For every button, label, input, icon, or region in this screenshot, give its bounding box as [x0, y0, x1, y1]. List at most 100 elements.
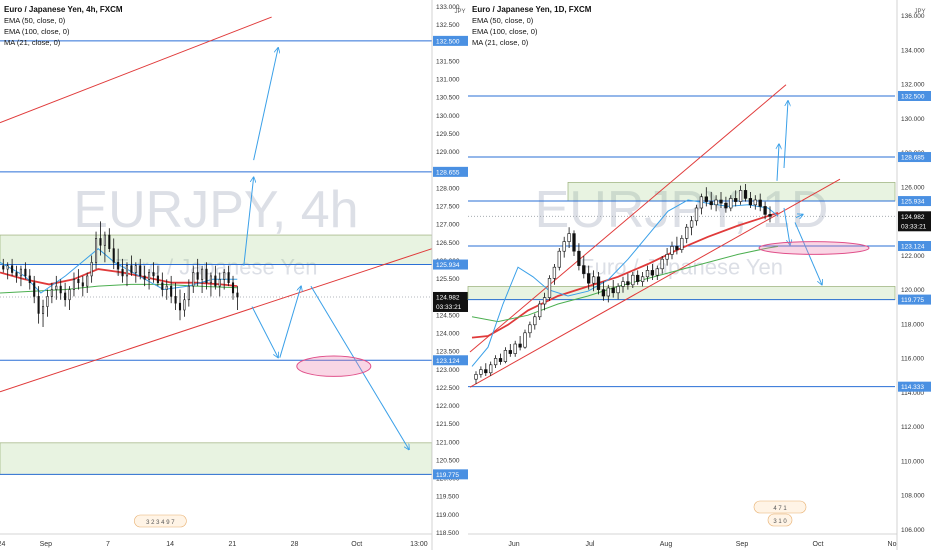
candle	[152, 262, 155, 283]
reaction-badge[interactable]	[767, 513, 793, 527]
candle-body	[196, 272, 199, 280]
candle	[533, 313, 537, 330]
candle	[709, 192, 713, 210]
candle	[165, 279, 168, 300]
price-level-tag-text: 128.655	[436, 169, 460, 176]
candle-body	[734, 198, 738, 202]
candle	[596, 272, 601, 295]
candle	[201, 265, 204, 293]
candle-body	[55, 285, 58, 290]
candle	[577, 243, 581, 271]
candle-body	[11, 265, 14, 273]
candle-body	[236, 292, 239, 298]
indicator-label: EMA (50, close, 0)	[4, 16, 66, 25]
candle	[734, 190, 738, 207]
target-ellipse[interactable]	[296, 355, 372, 377]
candle-body	[41, 306, 45, 314]
time-axis[interactable]: 24 Sep 7 14 21 28 Oct 13:00	[0, 533, 432, 548]
candle-body	[513, 343, 517, 354]
projection-arrow[interactable]	[783, 207, 790, 245]
projection-arrow[interactable]	[279, 286, 301, 358]
price-level-tag	[433, 35, 471, 46]
projection-arrow[interactable]	[251, 306, 278, 358]
candle-body	[139, 265, 142, 277]
candle-body	[86, 275, 89, 287]
candle-body	[201, 268, 204, 280]
candle	[214, 265, 217, 290]
candle-body	[214, 275, 217, 287]
candle	[685, 224, 689, 244]
trendline[interactable]	[469, 178, 841, 388]
trendline[interactable]	[469, 84, 787, 353]
trendline[interactable]	[0, 248, 433, 393]
price-axis[interactable]: JPY136.000134.000132.000130.000128.00012…	[896, 0, 932, 550]
indicator-label: MA (21, close, 0)	[472, 38, 529, 47]
candle-body	[694, 207, 699, 222]
watermark-symbol: EURJPY, 1D	[535, 181, 829, 239]
candle	[758, 193, 762, 212]
candle	[174, 282, 177, 310]
projection-arrow[interactable]	[795, 214, 803, 217]
projection-arrow[interactable]	[243, 177, 254, 266]
reaction-badge[interactable]	[134, 514, 187, 528]
reaction-badge[interactable]	[753, 500, 807, 514]
candle-body	[68, 289, 71, 301]
candle	[50, 282, 53, 304]
price-tick-label: 118.000	[901, 321, 924, 328]
candle	[621, 276, 625, 293]
indicator-label: EMA (100, close, 0)	[472, 27, 538, 36]
candle-body	[582, 265, 586, 274]
candle-body	[601, 289, 606, 297]
candle-body	[484, 369, 488, 374]
price-tick-label: 121.500	[436, 421, 460, 428]
candle-body	[738, 190, 743, 202]
candle	[24, 262, 27, 280]
candle-body	[28, 275, 31, 284]
candle	[227, 265, 230, 287]
price-level-tag	[898, 91, 931, 101]
candle	[178, 289, 182, 321]
candle-body	[227, 272, 230, 284]
price-level-tag-text: 119.775	[901, 297, 924, 304]
reaction-badge-text: 3 1 0	[773, 519, 787, 525]
time-tick-label: Aug	[660, 541, 673, 548]
price-tick-label: 127.000	[436, 222, 460, 229]
candle	[636, 270, 640, 285]
projection-arrow[interactable]	[777, 144, 779, 181]
candle-body	[675, 246, 679, 250]
candle	[660, 256, 664, 274]
candle	[183, 292, 186, 317]
candle-body	[542, 297, 547, 305]
projection-arrow[interactable]	[253, 48, 279, 161]
chart-pane-1d[interactable]: EURJPY, 1D Euro / Japanese Yen Euro / Japa…	[467, 0, 932, 550]
time-axis[interactable]: Jun Jul Aug Sep Oct No	[468, 533, 897, 548]
candle-body	[37, 296, 40, 314]
projection-arrow[interactable]	[310, 285, 409, 450]
price-tick-label: 122.000	[901, 253, 925, 260]
candle	[724, 196, 728, 213]
candle-body	[645, 270, 650, 278]
candle	[64, 282, 67, 307]
price-tick-label: 129.500	[436, 131, 460, 138]
price-tick-label: 132.000	[901, 82, 925, 89]
candle-body	[611, 287, 615, 294]
price-tick-label: 134.000	[901, 47, 925, 54]
target-ellipse[interactable]	[758, 241, 870, 255]
price-tick-label: 122.500	[436, 385, 460, 392]
price-tick-label: 126.500	[436, 240, 460, 247]
trendline[interactable]	[0, 16, 272, 124]
projection-arrow[interactable]	[794, 222, 822, 284]
projection-arrow[interactable]	[783, 101, 788, 169]
candle	[143, 265, 146, 287]
price-level-tag-text: 123.124	[901, 244, 925, 251]
candle-body	[572, 233, 576, 252]
price-axis[interactable]: JPY133.000132.500132.000131.500131.00013…	[431, 0, 472, 550]
candle-body	[15, 272, 18, 277]
price-tick-label: 118.500	[436, 530, 459, 537]
candle	[611, 280, 615, 298]
candle-body	[528, 324, 532, 334]
candle-body	[724, 202, 728, 209]
